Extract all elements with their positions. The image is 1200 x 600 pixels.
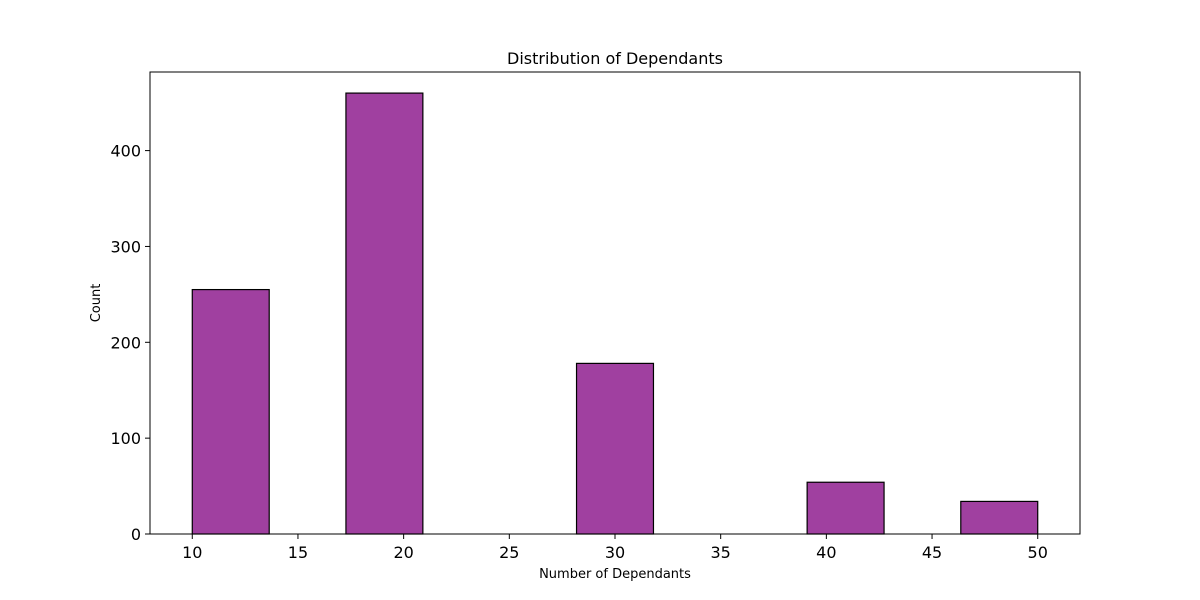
bars-group bbox=[191, 92, 1039, 535]
x-tick-label-7: 45 bbox=[922, 543, 942, 562]
x-axis: 10 15 20 25 30 35 40 45 50 bbox=[182, 534, 1048, 562]
histogram-bar-3 bbox=[806, 481, 885, 535]
x-tick-label-1: 15 bbox=[288, 543, 308, 562]
x-tick-label-6: 40 bbox=[816, 543, 836, 562]
chart-title: Distribution of Dependants bbox=[507, 49, 723, 68]
histogram-bar-4 bbox=[960, 500, 1039, 535]
x-tick-label-4: 30 bbox=[605, 543, 625, 562]
y-tick-label-2: 200 bbox=[110, 333, 141, 352]
x-tick-label-5: 35 bbox=[711, 543, 731, 562]
histogram-bar-1 bbox=[345, 92, 424, 535]
y-axis-label: Count bbox=[89, 284, 104, 323]
x-axis-label: Number of Dependants bbox=[539, 567, 691, 582]
y-tick-label-1: 100 bbox=[110, 429, 141, 448]
x-tick-label-8: 50 bbox=[1028, 543, 1048, 562]
histogram-bar-0 bbox=[191, 288, 270, 535]
x-tick-label-2: 20 bbox=[393, 543, 413, 562]
histogram-bar-2 bbox=[575, 362, 655, 535]
y-tick-label-0: 0 bbox=[131, 525, 141, 544]
x-tick-label-3: 25 bbox=[499, 543, 519, 562]
y-axis: 0 100 200 300 400 bbox=[110, 142, 150, 544]
y-tick-label-3: 300 bbox=[110, 237, 141, 256]
x-tick-label-0: 10 bbox=[182, 543, 202, 562]
y-tick-label-4: 400 bbox=[110, 142, 141, 161]
